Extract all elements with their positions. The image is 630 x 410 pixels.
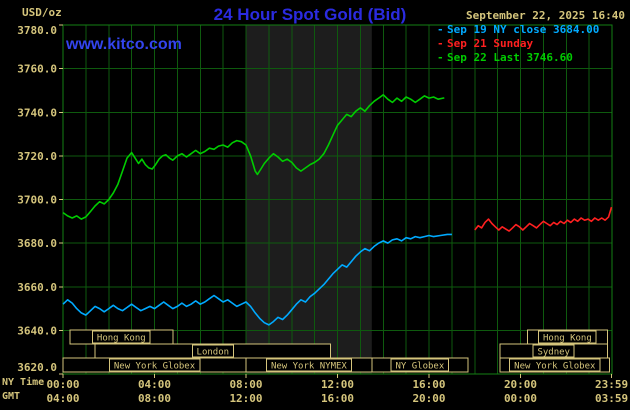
legend-dash-sep22: - [437,51,444,64]
session-label: New York Globex [114,362,196,372]
y-tick-label: 3780.0 [17,24,57,37]
legend-row: - Sep 21 Sunday [437,37,599,51]
units-label: USD/oz [22,6,62,19]
page-title: 24 Hour Spot Gold (Bid) [213,5,407,24]
session-label: London [197,348,230,358]
session-label-box [108,358,201,372]
legend: - Sep 19 NY close 3684.00 - Sep 21 Sunday … [437,23,599,65]
x-tick-label-gmt: 16:00 [321,392,354,405]
y-tick-label: 3760.0 [17,63,57,76]
x-tick-label-ny: 16:00 [412,378,445,391]
x-tick-label-gmt: 04:00 [46,392,79,405]
session-label-box [509,358,601,372]
session-label-box [92,330,151,344]
y-tick-label: 3740.0 [17,106,57,119]
y-tick-label: 3720.0 [17,150,57,163]
legend-label-sep22: Sep 22 Last 3746.60 [447,51,573,64]
x-tick-label-gmt: 12:00 [229,392,262,405]
kitco-watermark-link[interactable]: www.kitco.com [66,36,182,53]
session-label-box [265,358,352,372]
y-tick-label: 3660.0 [17,281,57,294]
session-label-box [538,330,597,344]
legend-row: - Sep 22 Last 3746.60 [437,51,599,65]
session-label: New York Globex [514,362,596,372]
legend-dash-sep21: - [437,37,444,50]
series-line-sep-22-last [62,94,445,220]
x-tick-label-ny: 04:00 [138,378,171,391]
x-tick-label-ny: 12:00 [321,378,354,391]
ny-time-axis-label: NY Time [2,377,45,388]
x-tick-label-gmt: 03:59 [595,392,628,405]
session-label: NY Globex [396,362,445,372]
x-tick-label-gmt: 00:00 [504,392,537,405]
legend-label-sep21: Sep 21 Sunday [447,37,534,50]
legend-label-sep19: Sep 19 NY close 3684.00 [447,23,600,36]
legend-row: - Sep 19 NY close 3684.00 [437,23,599,37]
session-label: Sydney [537,348,570,358]
series-line-sep-19-ny-close [62,233,452,326]
session-label: New York NYMEX [271,362,347,372]
legend-dash-sep19: - [437,23,444,36]
series-line-sep-21-sunday [474,206,613,232]
y-tick-label: 3680.0 [17,237,57,250]
session-label: Hong Kong [97,334,146,344]
session-label-box [191,344,234,358]
session-label: Hong Kong [543,334,592,344]
y-tick-label: 3640.0 [17,324,57,337]
session-label-box [532,344,575,358]
x-tick-label-ny: 08:00 [229,378,262,391]
x-tick-label-ny: 00:00 [46,378,79,391]
x-tick-label-ny: 20:00 [504,378,537,391]
y-tick-label: 3620.0 [17,361,57,374]
x-tick-label-gmt: 08:00 [138,392,171,405]
chart-datetime: September 22, 2025 16:40 [466,9,625,22]
x-tick-label-ny: 23:59 [595,378,628,391]
y-tick-label: 3700.0 [17,194,57,207]
session-label-box [390,358,450,372]
gmt-axis-label: GMT [2,391,21,402]
x-tick-label-gmt: 20:00 [412,392,445,405]
